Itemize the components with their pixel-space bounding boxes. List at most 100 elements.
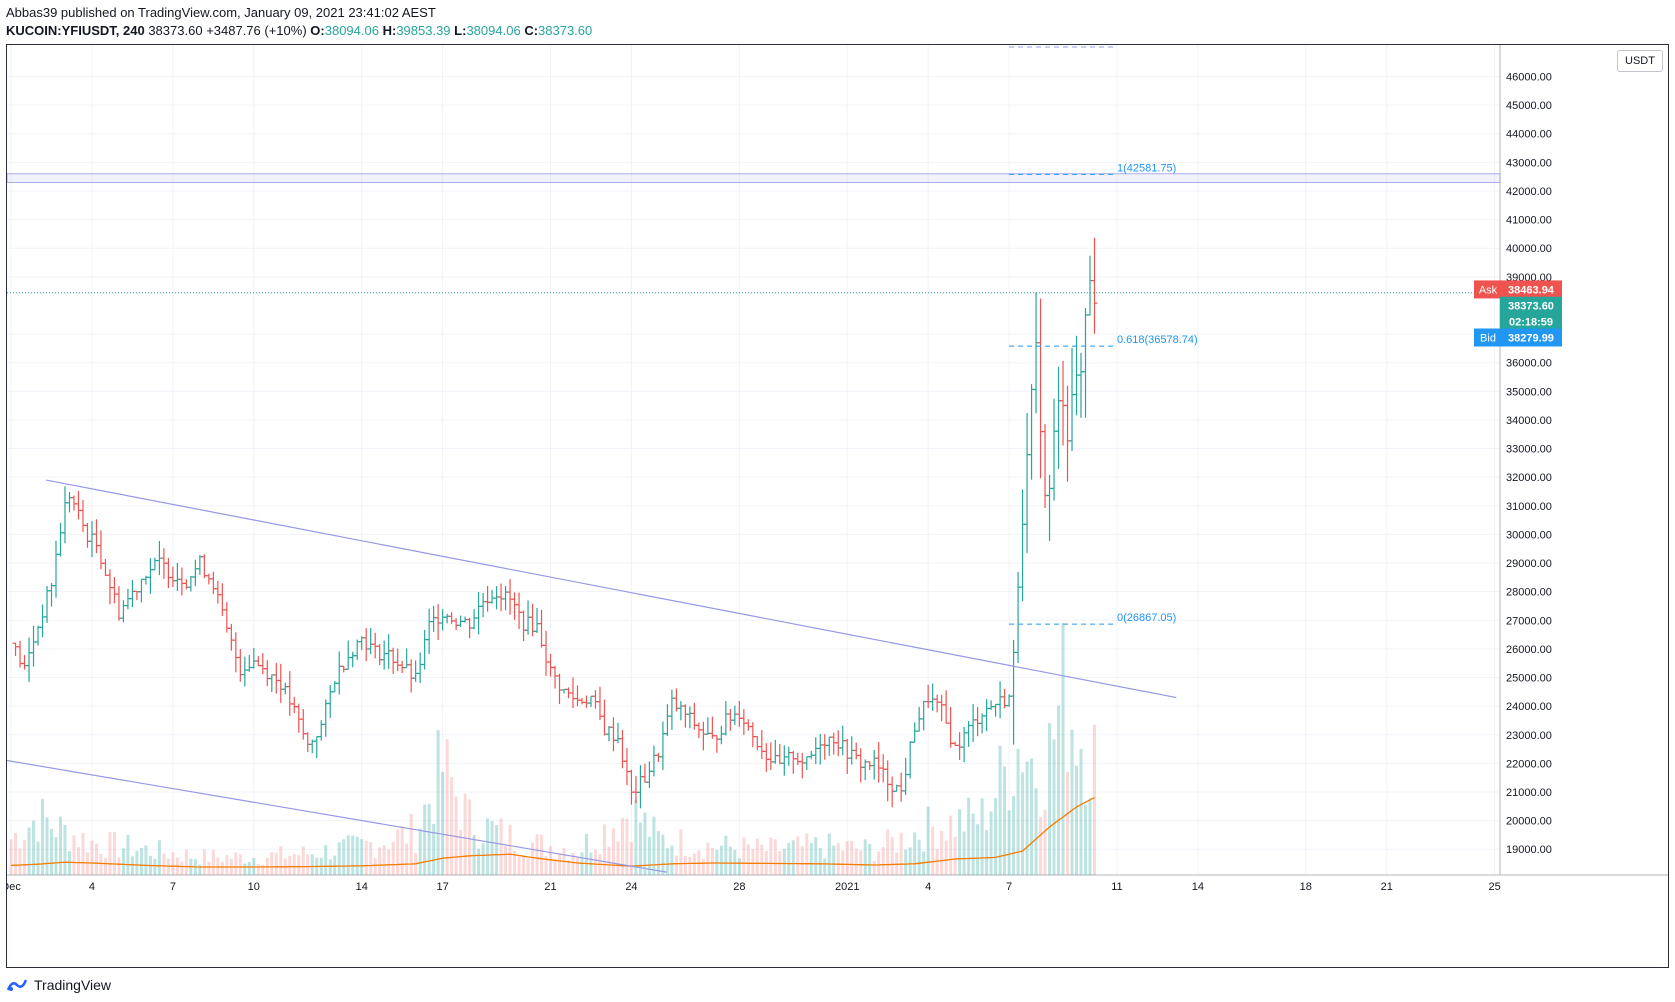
ohlc-bar — [570, 677, 577, 709]
volume-bar — [324, 845, 328, 875]
ohlc-bar — [763, 743, 770, 772]
ohlc-bar — [345, 640, 352, 670]
high-label: H: — [382, 23, 397, 38]
volume-bar — [270, 852, 274, 875]
ohlc-bar — [776, 743, 783, 765]
volume-bar — [378, 847, 382, 875]
volume-bar — [50, 829, 54, 875]
volume-bar — [724, 835, 728, 875]
x-tick-label: 21 — [1381, 881, 1393, 893]
volume-bar — [445, 739, 449, 875]
ohlc-bar — [291, 696, 298, 714]
volume-bar — [994, 797, 998, 875]
volume-bar — [733, 849, 737, 875]
ohlc-bar — [857, 748, 864, 783]
y-tick-label: 27000.00 — [1506, 615, 1552, 627]
y-tick-label: 24000.00 — [1506, 701, 1552, 713]
volume-bar — [481, 843, 485, 875]
price-change: +3487.76 (+10%) — [206, 23, 307, 38]
ohlc-bar — [821, 734, 828, 760]
volume-bar — [247, 861, 251, 875]
ohlc-bar — [988, 700, 995, 710]
volume-bar — [859, 850, 863, 875]
volume-bar — [297, 855, 301, 875]
volume-bar — [1052, 739, 1056, 875]
ohlc-bar — [520, 610, 527, 642]
ohlc-bar — [448, 612, 455, 624]
volume-bar — [288, 855, 292, 875]
volume-bar — [387, 849, 391, 875]
ohlc-bar — [444, 613, 451, 624]
ohlc-bar — [1060, 360, 1067, 446]
volume-bar — [328, 859, 332, 875]
y-tick-label: 30000.00 — [1506, 529, 1552, 541]
ohlc-bar — [228, 623, 235, 651]
volume-bar — [800, 846, 804, 875]
ohlc-bar — [965, 721, 972, 747]
high-value: 39853.39 — [396, 23, 451, 38]
ohlc-bar — [48, 582, 55, 607]
price-chart[interactable]: 1(42581.75) 0.618(36578.74) 0(26867.05) 460… — [7, 45, 1668, 967]
volume-bar — [400, 826, 404, 875]
volume-bar — [423, 804, 427, 875]
y-tick-label: 46000.00 — [1506, 71, 1552, 83]
volume-bar — [751, 848, 755, 875]
volume-bar — [58, 816, 62, 875]
ohlc-bar — [605, 726, 612, 742]
volume-bar — [593, 849, 597, 875]
ohlc-bar — [983, 699, 990, 732]
y-tick-label: 29000.00 — [1506, 558, 1552, 570]
ohlc-bar — [232, 632, 239, 673]
volume-bar — [1007, 810, 1011, 875]
ohlc-bar — [641, 763, 648, 783]
ohlc-bar — [623, 748, 630, 786]
ohlc-bar — [336, 651, 343, 695]
volume-bar — [679, 829, 683, 875]
ohlc-bar — [1055, 366, 1062, 469]
volume-bar — [1084, 804, 1088, 875]
volume-bar — [427, 803, 431, 875]
y-tick-label: 44000.00 — [1506, 129, 1552, 141]
volume-bar — [216, 857, 220, 875]
volume-bar — [234, 852, 238, 875]
volume-bar — [1016, 748, 1020, 875]
ohlc-bar — [246, 654, 253, 672]
volume-bar — [643, 812, 647, 875]
ohlc-bar — [394, 648, 401, 672]
x-tick-label: 25 — [1488, 881, 1500, 893]
ohlc-bar — [484, 585, 491, 612]
ohlc-bar — [475, 591, 482, 635]
publish-info: Abbas39 published on TradingView.com, Ja… — [6, 5, 436, 20]
ohlc-bar — [543, 630, 550, 676]
ohlc-bar — [241, 656, 248, 687]
volume-bar — [409, 813, 413, 875]
unit-selector[interactable]: USDT — [1617, 50, 1663, 72]
ohlc-bar — [934, 694, 941, 713]
volume-bar — [162, 853, 166, 875]
volume-bar — [202, 849, 206, 875]
volume-bar — [364, 840, 368, 875]
ohlc-bar — [372, 632, 379, 659]
ohlc-bar — [646, 761, 653, 789]
volume-bar — [121, 848, 125, 875]
ohlc-bar — [686, 706, 693, 729]
fib-level-label: 1(42581.75) — [1117, 162, 1176, 174]
volume-bar — [526, 858, 530, 875]
volume-bar — [274, 852, 278, 875]
chart-frame[interactable]: 1(42581.75) 0.618(36578.74) 0(26867.05) 460… — [6, 44, 1669, 968]
ohlc-bar — [363, 628, 370, 662]
volume-bar — [112, 831, 116, 875]
volume-bar — [899, 832, 903, 875]
ohlc-bar — [587, 695, 594, 708]
y-tick-label: 40000.00 — [1506, 243, 1552, 255]
volume-bar — [477, 848, 481, 875]
volume-bar — [647, 836, 651, 875]
volume-bar — [755, 838, 759, 875]
ohlc-bar — [740, 709, 747, 735]
volume-bar — [845, 841, 849, 875]
ohlc-bar — [165, 557, 172, 589]
ohlc-bar — [376, 644, 383, 666]
ohlc-bar — [767, 742, 774, 771]
y-tick-label: 33000.00 — [1506, 444, 1552, 456]
volume-bar — [814, 837, 818, 875]
